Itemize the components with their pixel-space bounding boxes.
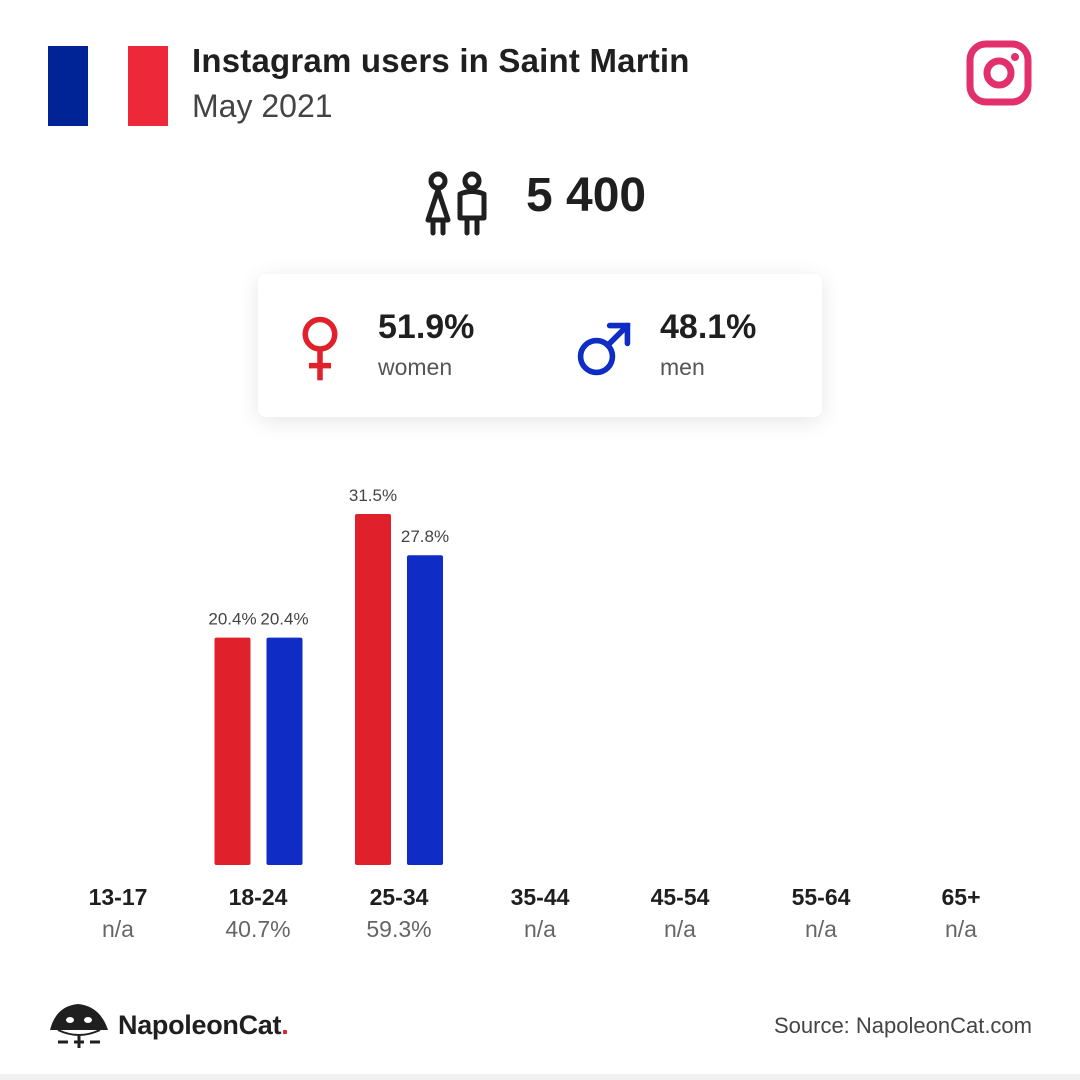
bar-men-18-24: [266, 637, 303, 865]
age-label: 13-17: [88, 884, 148, 910]
women-percent: 51.9%: [378, 308, 475, 346]
age-label: 25-34: [369, 884, 429, 910]
gender-card: 51.9% women 48.1% men: [258, 274, 822, 417]
page-title: Instagram users in Saint Martin: [192, 42, 690, 79]
flag-stripe-white: [88, 46, 128, 126]
age-label: 65+: [941, 884, 981, 910]
bottom-strip: [0, 1074, 1080, 1080]
bar-value-label: 27.8%: [401, 527, 449, 546]
bar-value-label: 20.4%: [208, 610, 256, 629]
age-total: n/a: [664, 916, 696, 942]
flag-stripe-red: [128, 46, 168, 126]
age-total: 40.7%: [225, 916, 291, 942]
bar-value-label: 31.5%: [349, 486, 397, 505]
men-percent: 48.1%: [660, 308, 757, 346]
napoleoncat-logo-icon: [50, 1004, 108, 1048]
flag-icon: [48, 46, 168, 126]
age-total: n/a: [524, 916, 556, 942]
men-label: men: [660, 354, 705, 380]
age-label: 35-44: [510, 884, 570, 910]
bar-women-18-24: [214, 637, 251, 865]
total-users-value: 5 400: [526, 169, 647, 222]
age-label: 55-64: [791, 884, 851, 910]
page-subtitle: May 2021: [192, 88, 333, 124]
source-text: Source: NapoleonCat.com: [773, 1013, 1032, 1038]
brand-name-text: NapoleonCat: [118, 1010, 282, 1040]
people-icon: [425, 171, 487, 236]
age-total: 59.3%: [366, 916, 432, 942]
age-total: n/a: [102, 916, 134, 942]
bar-women-25-34: [355, 514, 391, 865]
female-symbol-icon: [302, 316, 338, 381]
instagram-icon: [966, 40, 1032, 106]
age-label: 18-24: [228, 884, 288, 910]
age-total: n/a: [805, 916, 837, 942]
male-symbol-icon: [577, 322, 631, 376]
age-gender-bar-chart: 20.4% 20.4% 31.5% 27.8%: [208, 486, 449, 865]
flag-stripe-blue: [48, 46, 88, 126]
bar-value-label: 20.4%: [260, 610, 308, 629]
brand-dot: .: [281, 1010, 289, 1040]
brand-name: NapoleonCat.: [118, 1010, 289, 1041]
age-total: n/a: [945, 916, 977, 942]
bar-men-25-34: [407, 555, 443, 865]
women-label: women: [378, 354, 453, 380]
age-label: 45-54: [650, 884, 710, 910]
